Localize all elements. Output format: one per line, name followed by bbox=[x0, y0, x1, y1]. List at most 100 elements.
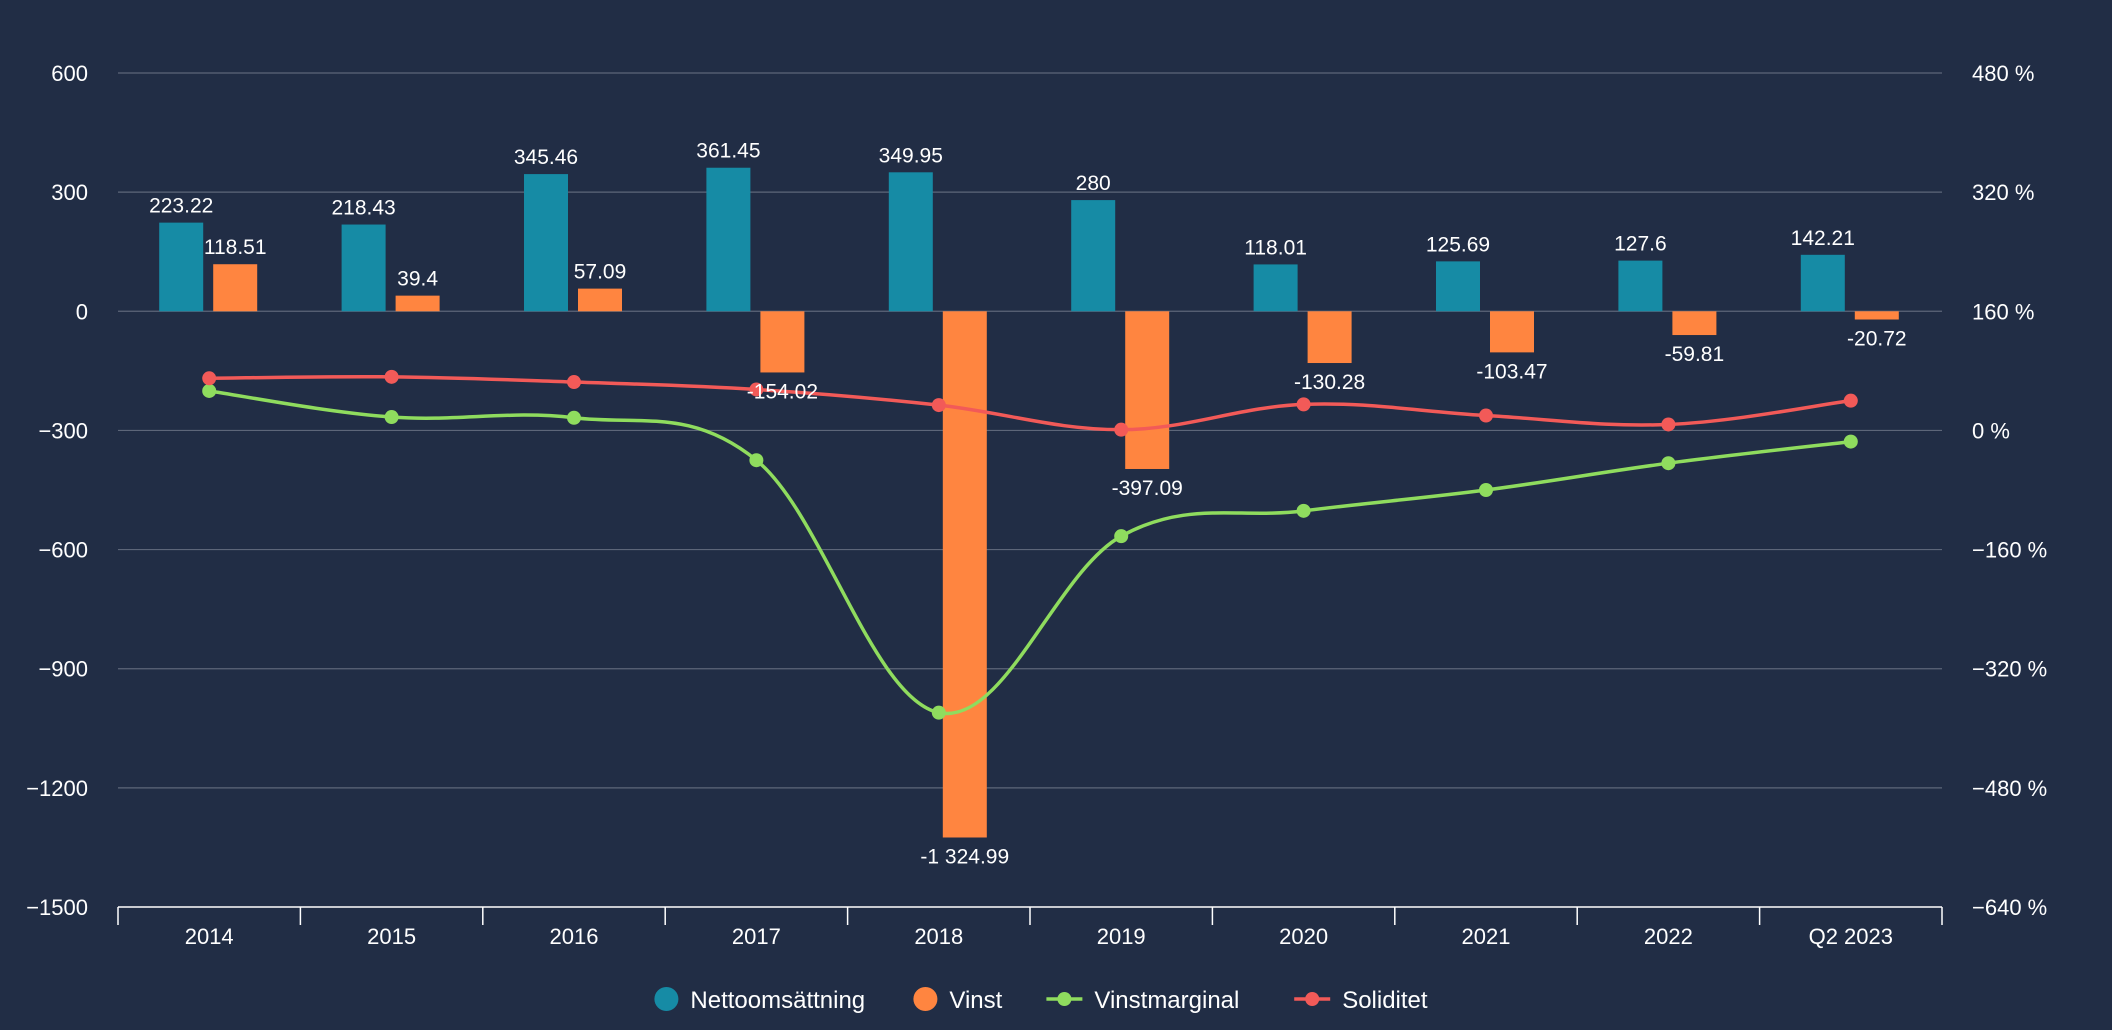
right-axis: 480 % 320 % 160 % 0 % −160 % −320 % −480 % −640… bbox=[1972, 61, 2047, 920]
point-vinstmarginal bbox=[1661, 456, 1676, 471]
data-label-nettoomsattning: 125.69 bbox=[1426, 233, 1490, 256]
point-vinstmarginal bbox=[1479, 483, 1493, 497]
bar-nettoomsattning bbox=[1618, 260, 1663, 312]
data-label-nettoomsattning: 349.95 bbox=[879, 144, 943, 167]
data-label-vinst: -1 324.99 bbox=[920, 845, 1009, 868]
x-axis-tick-label: 2014 bbox=[185, 924, 234, 949]
bar-nettoomsattning bbox=[341, 224, 386, 312]
x-axis-tick-label: 2022 bbox=[1644, 924, 1693, 949]
bar-vinst bbox=[578, 288, 622, 312]
data-label-nettoomsattning: 361.45 bbox=[696, 140, 760, 163]
point-vinstmarginal bbox=[384, 410, 399, 425]
right-axis-tick-label: −160 % bbox=[1972, 538, 2047, 563]
data-label-vinst: -154.02 bbox=[747, 380, 818, 403]
left-axis-tick-label: −900 bbox=[38, 657, 88, 682]
x-axis-tick-label: 2020 bbox=[1279, 924, 1328, 949]
point-vinstmarginal bbox=[567, 410, 581, 425]
bar-vinst bbox=[1672, 311, 1717, 336]
data-label-nettoomsattning: 142.21 bbox=[1791, 227, 1855, 250]
point-vinstmarginal bbox=[202, 383, 217, 398]
data-label-vinst: 39.4 bbox=[397, 268, 438, 291]
x-axis-tick-label: 2021 bbox=[1462, 924, 1511, 949]
x-axis-tick-label: 2017 bbox=[732, 924, 781, 949]
bar-series bbox=[159, 167, 1899, 838]
bar-vinst bbox=[1307, 311, 1352, 364]
point-soliditet bbox=[1296, 397, 1311, 412]
bar-vinst bbox=[395, 295, 440, 312]
legend-label: Soliditet bbox=[1342, 987, 1428, 1014]
legend-marker bbox=[1305, 992, 1320, 1006]
data-label-nettoomsattning: 345.46 bbox=[514, 146, 578, 169]
bar-nettoomsattning bbox=[706, 167, 751, 312]
point-vinstmarginal bbox=[749, 453, 764, 468]
data-label-nettoomsattning: 280 bbox=[1076, 172, 1111, 195]
point-vinstmarginal bbox=[1843, 434, 1858, 449]
bar-vinst bbox=[1125, 311, 1170, 469]
point-vinstmarginal bbox=[931, 705, 946, 720]
legend[interactable]: Nettoomsättning Vinst Vinstmarginal Solidit… bbox=[654, 987, 1428, 1014]
line-series bbox=[202, 369, 1858, 720]
left-axis-tick-label: −1200 bbox=[26, 776, 88, 801]
right-axis-tick-label: 320 % bbox=[1972, 180, 2034, 205]
right-axis-tick-label: 0 % bbox=[1972, 418, 2010, 443]
bar-vinst bbox=[760, 311, 805, 373]
right-axis-tick-label: −480 % bbox=[1972, 776, 2047, 801]
bar-vinst bbox=[1490, 311, 1534, 353]
legend-marker bbox=[1057, 992, 1072, 1006]
data-label-vinst: -397.09 bbox=[1112, 477, 1183, 500]
left-axis-tick-label: 600 bbox=[51, 61, 88, 86]
data-label-nettoomsattning: 223.22 bbox=[149, 195, 213, 218]
x-axis-tick-label: 2018 bbox=[914, 924, 963, 949]
data-label-nettoomsattning: 218.43 bbox=[331, 197, 395, 220]
bar-vinst bbox=[213, 264, 258, 312]
point-vinstmarginal bbox=[1296, 503, 1311, 518]
bar-nettoomsattning bbox=[159, 222, 204, 312]
data-label-nettoomsattning: 118.01 bbox=[1244, 236, 1307, 259]
legend-item-vinst[interactable]: Vinst bbox=[913, 987, 1003, 1014]
right-axis-tick-label: −320 % bbox=[1972, 657, 2047, 682]
line-soliditet bbox=[209, 374, 1852, 432]
legend-label: Nettoomsättning bbox=[690, 987, 865, 1014]
point-soliditet bbox=[1479, 408, 1493, 423]
bar-nettoomsattning bbox=[524, 174, 568, 312]
data-label-vinst: 118.51 bbox=[204, 236, 267, 259]
legend-item-soliditet[interactable]: Soliditet bbox=[1294, 987, 1428, 1014]
point-vinstmarginal bbox=[1114, 529, 1129, 544]
data-label-vinst: 57.09 bbox=[574, 261, 627, 284]
point-soliditet bbox=[384, 369, 399, 384]
x-axis-tick-label: 2016 bbox=[550, 924, 599, 949]
left-axis-tick-label: 300 bbox=[51, 180, 88, 205]
right-axis-tick-label: −640 % bbox=[1972, 895, 2047, 920]
right-axis-tick-label: 480 % bbox=[1972, 61, 2034, 86]
legend-item-nettoomsattning[interactable]: Nettoomsättning bbox=[654, 987, 865, 1014]
right-axis-tick-label: 160 % bbox=[1972, 299, 2034, 324]
bar-nettoomsattning bbox=[1253, 264, 1298, 312]
legend-item-vinstmarginal[interactable]: Vinstmarginal bbox=[1046, 987, 1239, 1014]
x-axis-tick-label: 2015 bbox=[367, 924, 416, 949]
point-soliditet bbox=[202, 371, 217, 386]
bar-data-labels: 223.22 218.43 345.46 361.45 349.95 280 118.01 1… bbox=[149, 140, 1906, 869]
bar-nettoomsattning bbox=[888, 172, 933, 312]
left-axis-tick-label: 0 bbox=[76, 299, 88, 324]
data-label-vinst: -59.81 bbox=[1665, 343, 1725, 366]
point-soliditet bbox=[1843, 393, 1858, 408]
line-vinstmarginal bbox=[208, 389, 1852, 716]
data-label-vinst: -130.28 bbox=[1294, 371, 1365, 394]
legend-label: Vinstmarginal bbox=[1094, 987, 1239, 1014]
x-axis: 2014 2015 2016 2017 2018 2019 2020 2021 2022 Q2 2… bbox=[117, 906, 1943, 949]
legend-label: Vinst bbox=[949, 987, 1002, 1014]
left-axis-tick-label: −600 bbox=[38, 538, 88, 563]
data-label-vinst: -20.72 bbox=[1847, 328, 1907, 351]
point-soliditet bbox=[1661, 417, 1676, 432]
point-soliditet bbox=[749, 382, 764, 397]
point-soliditet bbox=[1114, 422, 1129, 437]
x-axis-tick-label: 2019 bbox=[1097, 924, 1146, 949]
bar-nettoomsattning bbox=[1436, 261, 1480, 312]
left-axis-tick-label: −1500 bbox=[26, 895, 88, 920]
data-label-vinst: -103.47 bbox=[1476, 360, 1547, 383]
left-axis: 600 300 0 −300 −600 −900 −1200 −1500 bbox=[26, 61, 88, 920]
point-soliditet bbox=[931, 398, 946, 413]
legend-marker bbox=[913, 987, 938, 1011]
point-soliditet bbox=[567, 375, 581, 390]
